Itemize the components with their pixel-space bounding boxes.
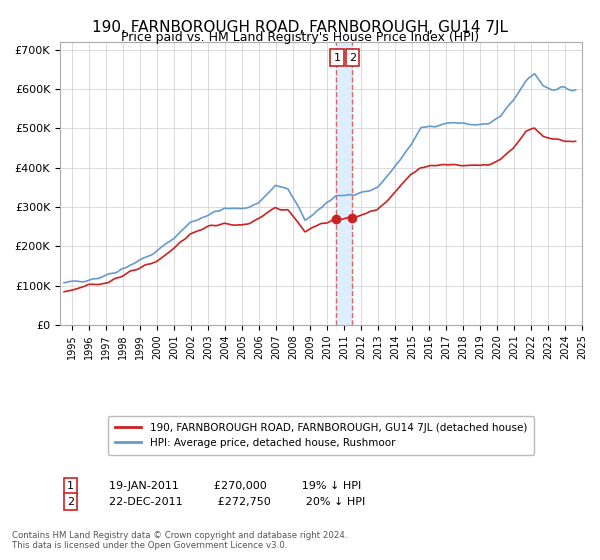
Text: 190, FARNBOROUGH ROAD, FARNBOROUGH, GU14 7JL: 190, FARNBOROUGH ROAD, FARNBOROUGH, GU14… bbox=[92, 20, 508, 35]
Bar bbox=[336, 42, 352, 325]
Text: 22-DEC-2011          £272,750          20% ↓ HPI: 22-DEC-2011 £272,750 20% ↓ HPI bbox=[102, 497, 365, 507]
Text: 1: 1 bbox=[67, 481, 74, 491]
Text: Contains HM Land Registry data © Crown copyright and database right 2024.
This d: Contains HM Land Registry data © Crown c… bbox=[12, 530, 347, 550]
Text: 19-JAN-2011          £270,000          19% ↓ HPI: 19-JAN-2011 £270,000 19% ↓ HPI bbox=[102, 481, 361, 491]
Legend: 190, FARNBOROUGH ROAD, FARNBOROUGH, GU14 7JL (detached house), HPI: Average pric: 190, FARNBOROUGH ROAD, FARNBOROUGH, GU14… bbox=[108, 416, 534, 455]
Text: 2: 2 bbox=[67, 497, 74, 507]
Text: Price paid vs. HM Land Registry's House Price Index (HPI): Price paid vs. HM Land Registry's House … bbox=[121, 31, 479, 44]
Text: 2: 2 bbox=[349, 53, 356, 63]
Text: 1: 1 bbox=[334, 53, 341, 63]
